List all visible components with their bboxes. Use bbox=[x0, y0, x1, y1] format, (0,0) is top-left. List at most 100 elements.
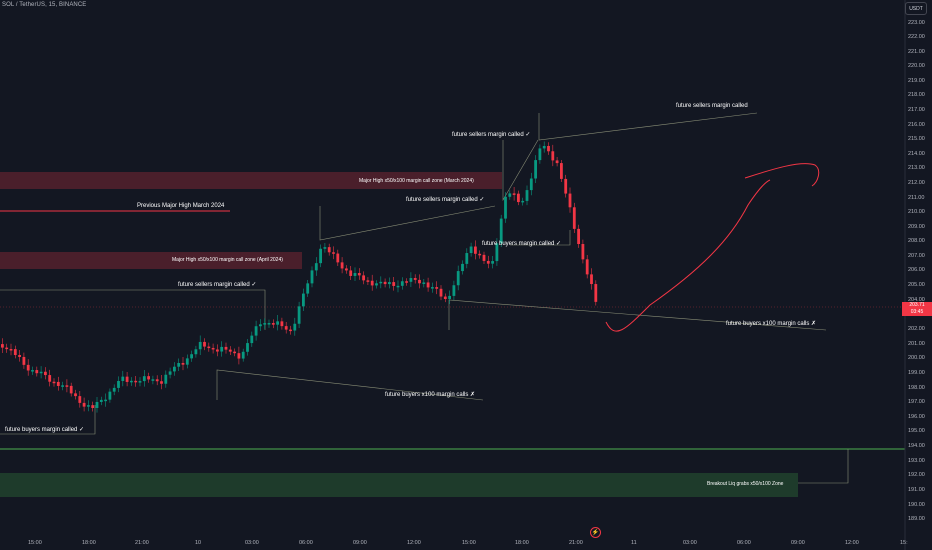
time-tick: 09:00 bbox=[353, 540, 367, 546]
price-tick: 202.00 bbox=[908, 326, 925, 332]
candle-body bbox=[400, 281, 404, 286]
candle-body bbox=[31, 370, 34, 372]
price-tick: 217.00 bbox=[908, 107, 925, 113]
annotation-label[interactable]: Major High x50/x100 margin call zone (Ma… bbox=[359, 178, 474, 184]
candle-body bbox=[396, 285, 400, 288]
candle-body bbox=[207, 346, 211, 349]
time-tick: 12:00 bbox=[845, 540, 859, 546]
candle-body bbox=[104, 399, 107, 402]
currency-label[interactable]: USDT bbox=[905, 2, 927, 15]
candle-body bbox=[405, 281, 408, 283]
april-margin-call-zone bbox=[0, 252, 302, 269]
candle-body bbox=[512, 193, 516, 195]
candle-body bbox=[74, 393, 77, 397]
candle-body bbox=[314, 263, 318, 271]
candle-body bbox=[125, 376, 129, 382]
price-countdown: 03:45 bbox=[910, 309, 924, 315]
candle-body bbox=[216, 349, 219, 352]
price-value: 203.71 bbox=[909, 302, 925, 308]
candle-body bbox=[211, 347, 215, 350]
annotation-label[interactable]: future buyers x100 margin calls ✗ bbox=[385, 392, 476, 398]
candle-body bbox=[134, 380, 138, 383]
candle-body bbox=[461, 263, 464, 272]
candle-body bbox=[349, 270, 353, 276]
price-tick: 215.00 bbox=[908, 136, 925, 142]
candle-body bbox=[590, 274, 593, 285]
candle-body bbox=[422, 282, 426, 284]
annotation-label[interactable]: future buyers margin called ✓ bbox=[482, 241, 562, 247]
candle-body bbox=[284, 326, 288, 330]
candle-body bbox=[547, 145, 550, 152]
annotation-label[interactable]: future buyers margin called ✓ bbox=[5, 427, 85, 433]
candle-body bbox=[78, 396, 82, 403]
candle-body bbox=[499, 218, 503, 244]
candle-body bbox=[478, 253, 482, 256]
candle-body bbox=[194, 349, 198, 355]
price-tick: 204.00 bbox=[908, 297, 925, 303]
time-tick: 18:00 bbox=[82, 540, 96, 546]
candle-body bbox=[5, 347, 9, 350]
candle-body bbox=[22, 356, 26, 365]
candle-body bbox=[594, 284, 598, 302]
price-tick: 218.00 bbox=[908, 92, 925, 98]
annotation-label[interactable]: Previous Major High March 2024 bbox=[137, 203, 225, 209]
annotation-label[interactable]: future sellers margin called ✓ bbox=[178, 282, 257, 288]
candle-body bbox=[48, 375, 52, 382]
candle-body bbox=[508, 193, 512, 197]
candle-body bbox=[250, 335, 254, 344]
price-tick: 205.00 bbox=[908, 282, 925, 288]
candle-body bbox=[357, 273, 361, 276]
candle-body bbox=[87, 405, 90, 407]
price-tick: 211.00 bbox=[908, 195, 925, 201]
candle-body bbox=[302, 293, 305, 307]
candle-body bbox=[555, 160, 559, 164]
lightning-icon[interactable]: ⚡ bbox=[590, 527, 601, 538]
price-tick: 222.00 bbox=[908, 34, 925, 40]
candle-body bbox=[525, 190, 529, 201]
candle-body bbox=[392, 282, 396, 286]
candle-body bbox=[164, 374, 168, 384]
candle-body bbox=[452, 285, 456, 296]
annotation-label[interactable]: future sellers margin called ✓ bbox=[406, 197, 485, 203]
candle-body bbox=[366, 280, 370, 282]
candle-body bbox=[310, 270, 314, 284]
candle-body bbox=[91, 405, 95, 408]
candle-body bbox=[52, 381, 56, 384]
annotation-label[interactable]: future buyers x100 margin calls ✗ bbox=[726, 321, 817, 327]
candle-body bbox=[276, 321, 279, 325]
annotation-label[interactable]: future sellers margin called ✓ bbox=[452, 132, 531, 138]
price-tick: 212.00 bbox=[908, 180, 925, 186]
time-tick: 11 bbox=[631, 540, 637, 546]
price-tick: 189.00 bbox=[908, 516, 925, 522]
candle-body bbox=[82, 402, 86, 407]
price-tick: 190.00 bbox=[908, 502, 925, 508]
candle-body bbox=[254, 326, 258, 336]
candle-body bbox=[491, 261, 494, 264]
candle-body bbox=[585, 259, 589, 275]
candle-body bbox=[332, 252, 335, 254]
candle-body bbox=[517, 193, 520, 203]
price-tick: 191.00 bbox=[908, 487, 925, 493]
price-tick: 198.00 bbox=[908, 385, 925, 391]
candle-body bbox=[173, 366, 176, 372]
time-tick: 10 bbox=[195, 540, 202, 546]
candle-body bbox=[271, 323, 275, 325]
candle-body bbox=[142, 376, 146, 382]
candle-body bbox=[413, 278, 417, 280]
candle-body bbox=[564, 178, 568, 194]
candle-body bbox=[112, 387, 116, 392]
time-tick: 18:00 bbox=[515, 540, 529, 546]
annotation-label[interactable]: future sellers margin called bbox=[676, 103, 748, 109]
price-tick: 201.00 bbox=[908, 341, 925, 347]
annotation-label[interactable]: Major High x50/x100 margin call zone (Ap… bbox=[172, 257, 283, 263]
candle-body bbox=[117, 380, 120, 388]
candle-body bbox=[259, 324, 262, 327]
candle-body bbox=[297, 306, 301, 324]
candle-body bbox=[121, 376, 125, 381]
candle-body bbox=[289, 329, 292, 332]
candle-body bbox=[529, 178, 533, 191]
candle-body bbox=[44, 371, 47, 376]
time-tick: 06:00 bbox=[299, 540, 313, 546]
annotation-label[interactable]: Breakout Liq grabs x50/x100 Zone bbox=[707, 481, 784, 487]
